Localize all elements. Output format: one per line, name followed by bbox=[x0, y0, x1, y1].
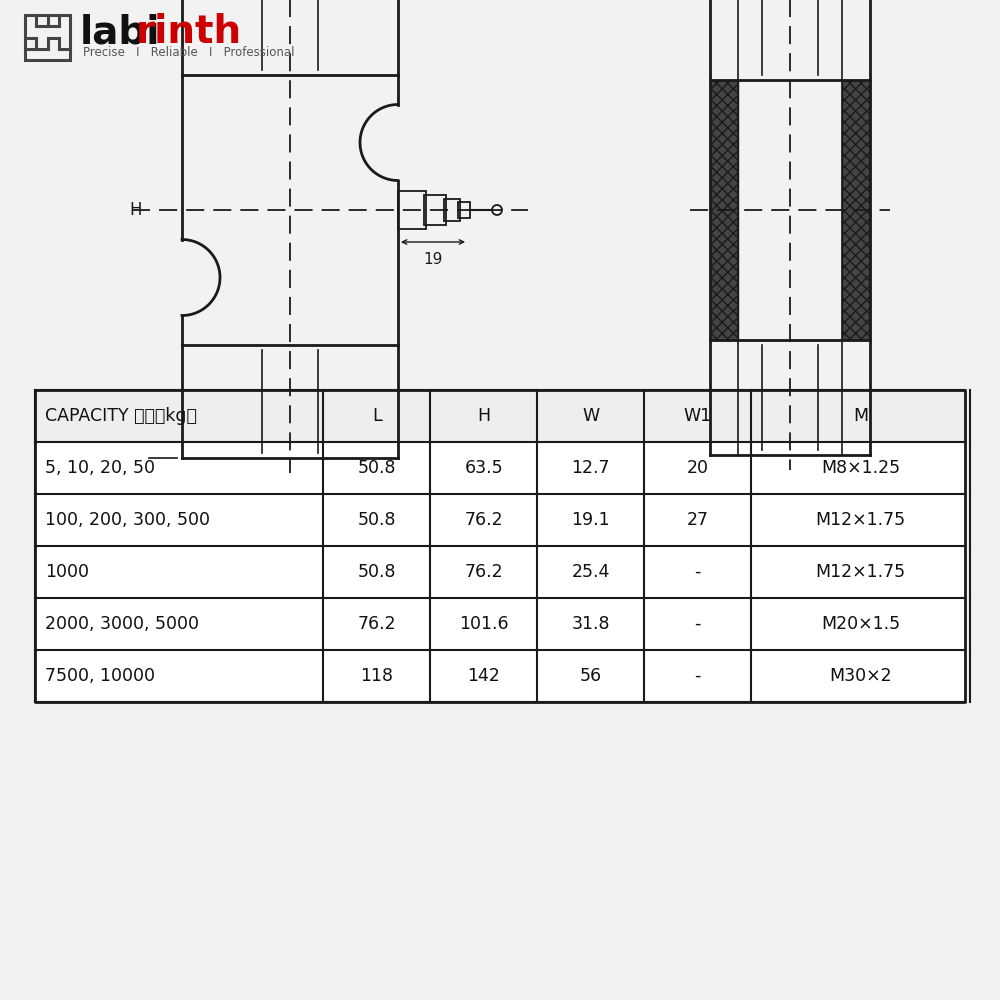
Text: labi: labi bbox=[80, 13, 160, 51]
Text: M8×1.25: M8×1.25 bbox=[821, 459, 900, 477]
Text: -: - bbox=[694, 667, 701, 685]
Text: W: W bbox=[582, 407, 599, 425]
Text: 12.7: 12.7 bbox=[571, 459, 610, 477]
Text: 76.2: 76.2 bbox=[357, 615, 396, 633]
Text: W1: W1 bbox=[684, 407, 712, 425]
Text: 76.2: 76.2 bbox=[464, 563, 503, 581]
Text: 63.5: 63.5 bbox=[464, 459, 503, 477]
Text: 19: 19 bbox=[423, 252, 443, 267]
Text: M20×1.5: M20×1.5 bbox=[821, 615, 900, 633]
Text: 2000, 3000, 5000: 2000, 3000, 5000 bbox=[45, 615, 199, 633]
Text: 7500, 10000: 7500, 10000 bbox=[45, 667, 155, 685]
Text: H: H bbox=[130, 201, 142, 219]
Text: M12×1.75: M12×1.75 bbox=[815, 563, 905, 581]
Text: M: M bbox=[853, 407, 868, 425]
Bar bbox=[25, 15, 70, 60]
Text: 50.8: 50.8 bbox=[358, 511, 396, 529]
Text: 27: 27 bbox=[687, 511, 709, 529]
Text: CAPACITY 载荷（kg）: CAPACITY 载荷（kg） bbox=[45, 407, 197, 425]
Bar bbox=[398, 191, 426, 229]
Bar bbox=[35, 390, 965, 702]
Text: 118: 118 bbox=[360, 667, 393, 685]
Text: rinth: rinth bbox=[136, 13, 242, 51]
Bar bbox=[35, 390, 965, 442]
Text: M30×2: M30×2 bbox=[829, 667, 892, 685]
Text: 19.1: 19.1 bbox=[571, 511, 610, 529]
Text: 142: 142 bbox=[467, 667, 500, 685]
Bar bbox=[424, 195, 446, 225]
Text: 31.8: 31.8 bbox=[571, 615, 610, 633]
Text: 50.8: 50.8 bbox=[358, 563, 396, 581]
Text: 25.4: 25.4 bbox=[571, 563, 610, 581]
Text: 101.6: 101.6 bbox=[459, 615, 509, 633]
Text: 5, 10, 20, 50: 5, 10, 20, 50 bbox=[45, 459, 155, 477]
Text: 1000: 1000 bbox=[45, 563, 89, 581]
Text: H: H bbox=[477, 407, 490, 425]
Bar bbox=[710, 80, 738, 340]
Text: 100, 200, 300, 500: 100, 200, 300, 500 bbox=[45, 511, 210, 529]
Text: Precise   I   Reliable   I   Professional: Precise I Reliable I Professional bbox=[83, 45, 294, 58]
Text: 56: 56 bbox=[580, 667, 602, 685]
Text: M12×1.75: M12×1.75 bbox=[815, 511, 905, 529]
Text: 76.2: 76.2 bbox=[464, 511, 503, 529]
Bar bbox=[458, 202, 470, 218]
Text: 50.8: 50.8 bbox=[358, 459, 396, 477]
Bar bbox=[444, 199, 460, 221]
Text: 20: 20 bbox=[687, 459, 709, 477]
Text: -: - bbox=[694, 563, 701, 581]
Bar bbox=[842, 80, 870, 340]
Text: -: - bbox=[694, 615, 701, 633]
Text: L: L bbox=[372, 407, 382, 425]
